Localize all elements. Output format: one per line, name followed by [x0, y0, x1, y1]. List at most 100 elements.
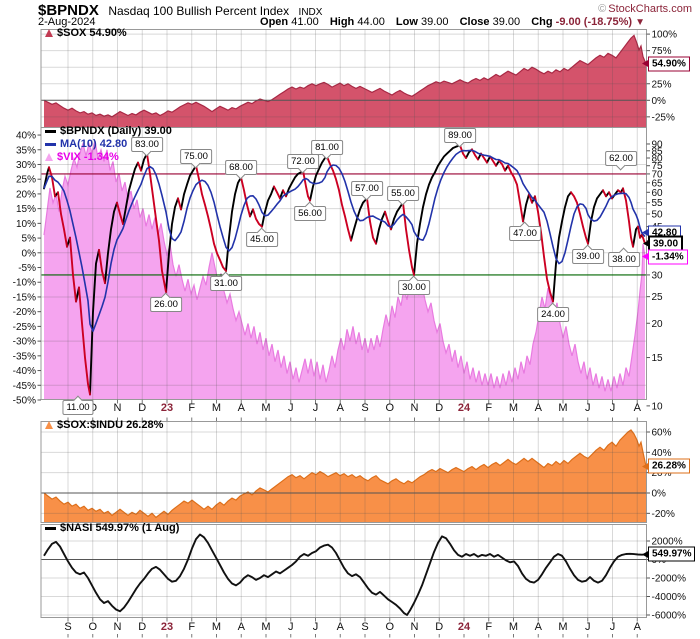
x-axis-label: N — [411, 621, 419, 633]
axis-value-badge-text: 549.97% — [652, 548, 692, 560]
x-axis-label: D — [138, 621, 146, 633]
annotation-callout: 83.00 — [131, 136, 163, 152]
x-axis-label: M — [558, 621, 567, 633]
y-axis-label: 25 — [652, 292, 664, 303]
axis-value-badge: 26.28% — [642, 458, 690, 474]
y-axis-label: 85 — [652, 146, 664, 157]
line-series — [43, 149, 646, 332]
legend-label: $SOX 54.90% — [57, 27, 127, 39]
y-axis-label: -4000% — [652, 592, 687, 603]
x-axis-label: J — [288, 621, 294, 633]
stockcharts-credit-link[interactable]: © StockCharts.com — [598, 3, 692, 15]
y-axis-label: -50% — [13, 396, 36, 407]
x-axis-label: A — [535, 402, 543, 414]
annotation-callout: 30.00 — [398, 279, 430, 295]
axis-value-badge-text: 54.90% — [652, 58, 686, 70]
y-axis-label: 75% — [652, 46, 672, 57]
x-axis-label: M — [509, 402, 518, 414]
annotation-callout: 75.00 — [180, 148, 212, 164]
area-series-icon — [45, 421, 53, 429]
y-axis-label: 90 — [652, 139, 664, 150]
annotation-callout: 55.00 — [387, 185, 419, 201]
panel-border — [40, 127, 647, 400]
legend-label: $VIX -1.34% — [57, 151, 119, 163]
chart-date: 2-Aug-2024 — [38, 16, 96, 28]
y-axis-label: -45% — [13, 381, 36, 392]
y-axis-label: 65 — [652, 178, 664, 189]
area-series-icon — [45, 29, 53, 37]
x-axis-label: O — [385, 621, 394, 633]
high-value: 44.00 — [357, 16, 385, 28]
legend-item: $SOX 54.90% — [45, 27, 127, 39]
y-axis-label: -35% — [13, 351, 36, 362]
y-axis-label: 100% — [652, 30, 678, 41]
x-axis-label: 23 — [161, 621, 173, 633]
area-fill — [44, 140, 645, 400]
x-axis-label: J — [313, 621, 319, 633]
legend-item: $SOX:$INDU 26.28% — [45, 419, 163, 431]
axis-value-badge-text: 39.00 — [653, 238, 679, 250]
x-axis-label: M — [261, 402, 270, 414]
y-axis-label: 55 — [652, 198, 664, 209]
y-axis-label: 75 — [652, 161, 664, 172]
line-series-icon — [45, 142, 56, 146]
area-outline — [43, 34, 647, 118]
y-axis-label: 10% — [16, 219, 36, 230]
axis-value-badge: 549.97% — [641, 546, 696, 562]
y-axis-label: 60 — [652, 188, 664, 199]
y-axis-label: 60% — [652, 427, 672, 438]
y-axis-label: -20% — [652, 509, 675, 520]
x-axis-label: D — [435, 621, 443, 633]
y-axis-label: -25% — [13, 322, 36, 333]
legend-item: MA(10) 42.80 — [45, 138, 127, 150]
x-axis-label: D — [138, 402, 146, 414]
y-axis-label: -2000% — [652, 574, 687, 585]
line-series-icon — [45, 129, 56, 133]
annotation-callout: 89.00 — [444, 128, 476, 144]
annotation-callout: 56.00 — [294, 205, 326, 221]
legend-label: MA(10) 42.80 — [60, 138, 128, 150]
y-axis-label: 40% — [16, 131, 36, 142]
x-axis-label: J — [288, 402, 294, 414]
x-axis-label: N — [114, 621, 122, 633]
price-line-down — [48, 144, 646, 396]
annotation-callout: 68.00 — [225, 160, 257, 176]
low-label: Low — [395, 16, 418, 28]
area-outline — [43, 429, 647, 519]
annotation-callout: 72.00 — [287, 153, 319, 169]
y-axis-label: 0% — [22, 248, 37, 259]
y-axis-label: 30% — [16, 160, 36, 171]
down-arrow-icon: ▼ — [635, 17, 645, 28]
open-label: Open — [260, 16, 289, 28]
x-axis-label: F — [485, 402, 492, 414]
exchange: INDX — [298, 7, 323, 18]
y-axis-label: 30 — [652, 270, 664, 281]
x-axis-label: J — [610, 402, 616, 414]
x-axis-label: J — [313, 402, 319, 414]
annotation-callout: 38.00 — [608, 251, 640, 267]
open-value: 41.00 — [291, 16, 319, 28]
annotation-callout: 26.00 — [150, 296, 182, 312]
line-series — [43, 533, 646, 616]
y-axis-label: -30% — [13, 337, 36, 348]
panel-border — [40, 524, 647, 618]
x-axis-label: 24 — [458, 621, 471, 633]
chg-label: Chg — [531, 16, 553, 28]
y-axis-label: -6000% — [652, 611, 687, 622]
x-axis-label: A — [634, 402, 642, 414]
y-axis-label: -25% — [652, 112, 675, 123]
x-axis-label: N — [114, 402, 122, 414]
x-axis-label: 23 — [161, 402, 173, 414]
close-label: Close — [459, 16, 490, 28]
low-value: 39.00 — [420, 16, 449, 28]
x-axis-label: A — [238, 402, 246, 414]
copyright-icon: © — [598, 3, 607, 15]
y-axis-label: 0% — [652, 96, 667, 107]
x-axis-label: S — [64, 621, 71, 633]
annotation-callout: 47.00 — [509, 226, 541, 242]
legend-label: $SOX:$INDU 26.28% — [57, 419, 164, 431]
chart-header: $BPNDX Nasdaq 100 Bullish Percent Index … — [38, 2, 323, 19]
y-axis-label: 40% — [652, 448, 672, 459]
price-line-up — [43, 144, 643, 396]
annotation-callout: 39.00 — [572, 248, 604, 264]
